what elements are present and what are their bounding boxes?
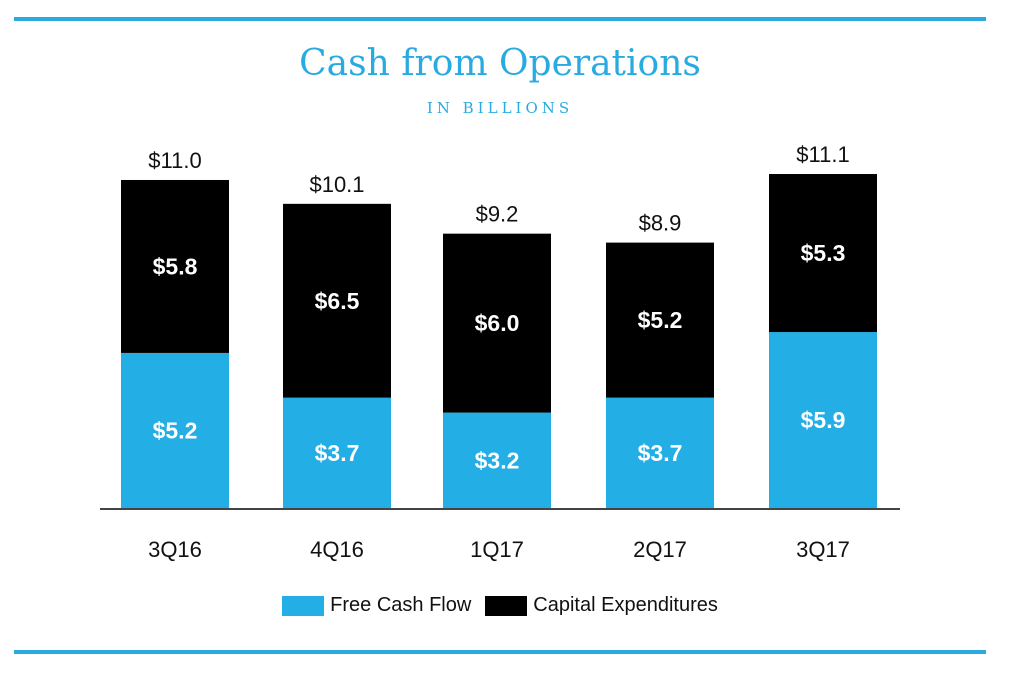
- legend-label-free-cash-flow: Free Cash Flow: [330, 594, 472, 616]
- bar-free-cash-flow-3q17: [769, 332, 877, 508]
- data-label-capital-expenditures-3q17: $5.3: [801, 240, 846, 266]
- chart-legend: Free Cash Flow Capital Expenditures: [0, 594, 1000, 617]
- legend-label-capital-expenditures: Capital Expenditures: [533, 594, 718, 616]
- bar-free-cash-flow-3q16: [121, 352, 229, 508]
- chart-title: Cash from Operations: [299, 43, 701, 84]
- data-label-capital-expenditures-2q17: $5.2: [638, 307, 683, 333]
- data-label-free-cash-flow-4q16: $3.7: [315, 440, 360, 466]
- data-label-free-cash-flow-3q17: $5.9: [801, 407, 846, 433]
- legend-item-free-cash-flow: Free Cash Flow: [282, 594, 471, 617]
- data-label-capital-expenditures-3q16: $5.8: [153, 253, 198, 279]
- legend-item-capital-expenditures: Capital Expenditures: [485, 594, 718, 617]
- x-tick-label-4q16: 4Q16: [310, 537, 364, 562]
- data-label-capital-expenditures-1q17: $6.0: [475, 310, 520, 336]
- x-tick-label-1q17: 1Q17: [470, 537, 524, 562]
- total-label-2q17: $8.9: [639, 211, 682, 236]
- data-label-free-cash-flow-2q17: $3.7: [638, 440, 683, 466]
- data-label-free-cash-flow-3q16: $5.2: [153, 417, 198, 443]
- bar-free-cash-flow-1q17: [443, 412, 551, 508]
- top-divider: [14, 17, 986, 21]
- total-label-4q16: $10.1: [309, 172, 364, 197]
- bottom-divider: [14, 650, 986, 654]
- bar-capital-expenditures-3q16: [121, 179, 229, 353]
- total-label-3q16: $11.0: [148, 148, 201, 173]
- bar-capital-expenditures-3q17: [769, 174, 877, 333]
- data-label-capital-expenditures-4q16: $6.5: [315, 288, 360, 314]
- x-tick-label-2q17: 2Q17: [633, 537, 687, 562]
- x-tick-label-3q17: 3Q17: [796, 537, 850, 562]
- legend-swatch-capital-expenditures: [485, 595, 528, 616]
- chart-subtitle: IN BILLIONS: [426, 99, 574, 117]
- bar-free-cash-flow-4q16: [283, 397, 391, 508]
- bar-capital-expenditures-1q17: [443, 233, 551, 413]
- data-label-free-cash-flow-1q17: $3.2: [475, 447, 520, 473]
- bar-capital-expenditures-4q16: [283, 203, 391, 398]
- total-label-1q17: $9.2: [476, 202, 519, 227]
- total-label-3q17: $11.1: [796, 142, 849, 167]
- bar-capital-expenditures-2q17: [606, 242, 714, 398]
- x-tick-label-3q16: 3Q16: [148, 537, 202, 562]
- legend-swatch-free-cash-flow: [282, 595, 325, 616]
- bar-free-cash-flow-2q17: [606, 397, 714, 508]
